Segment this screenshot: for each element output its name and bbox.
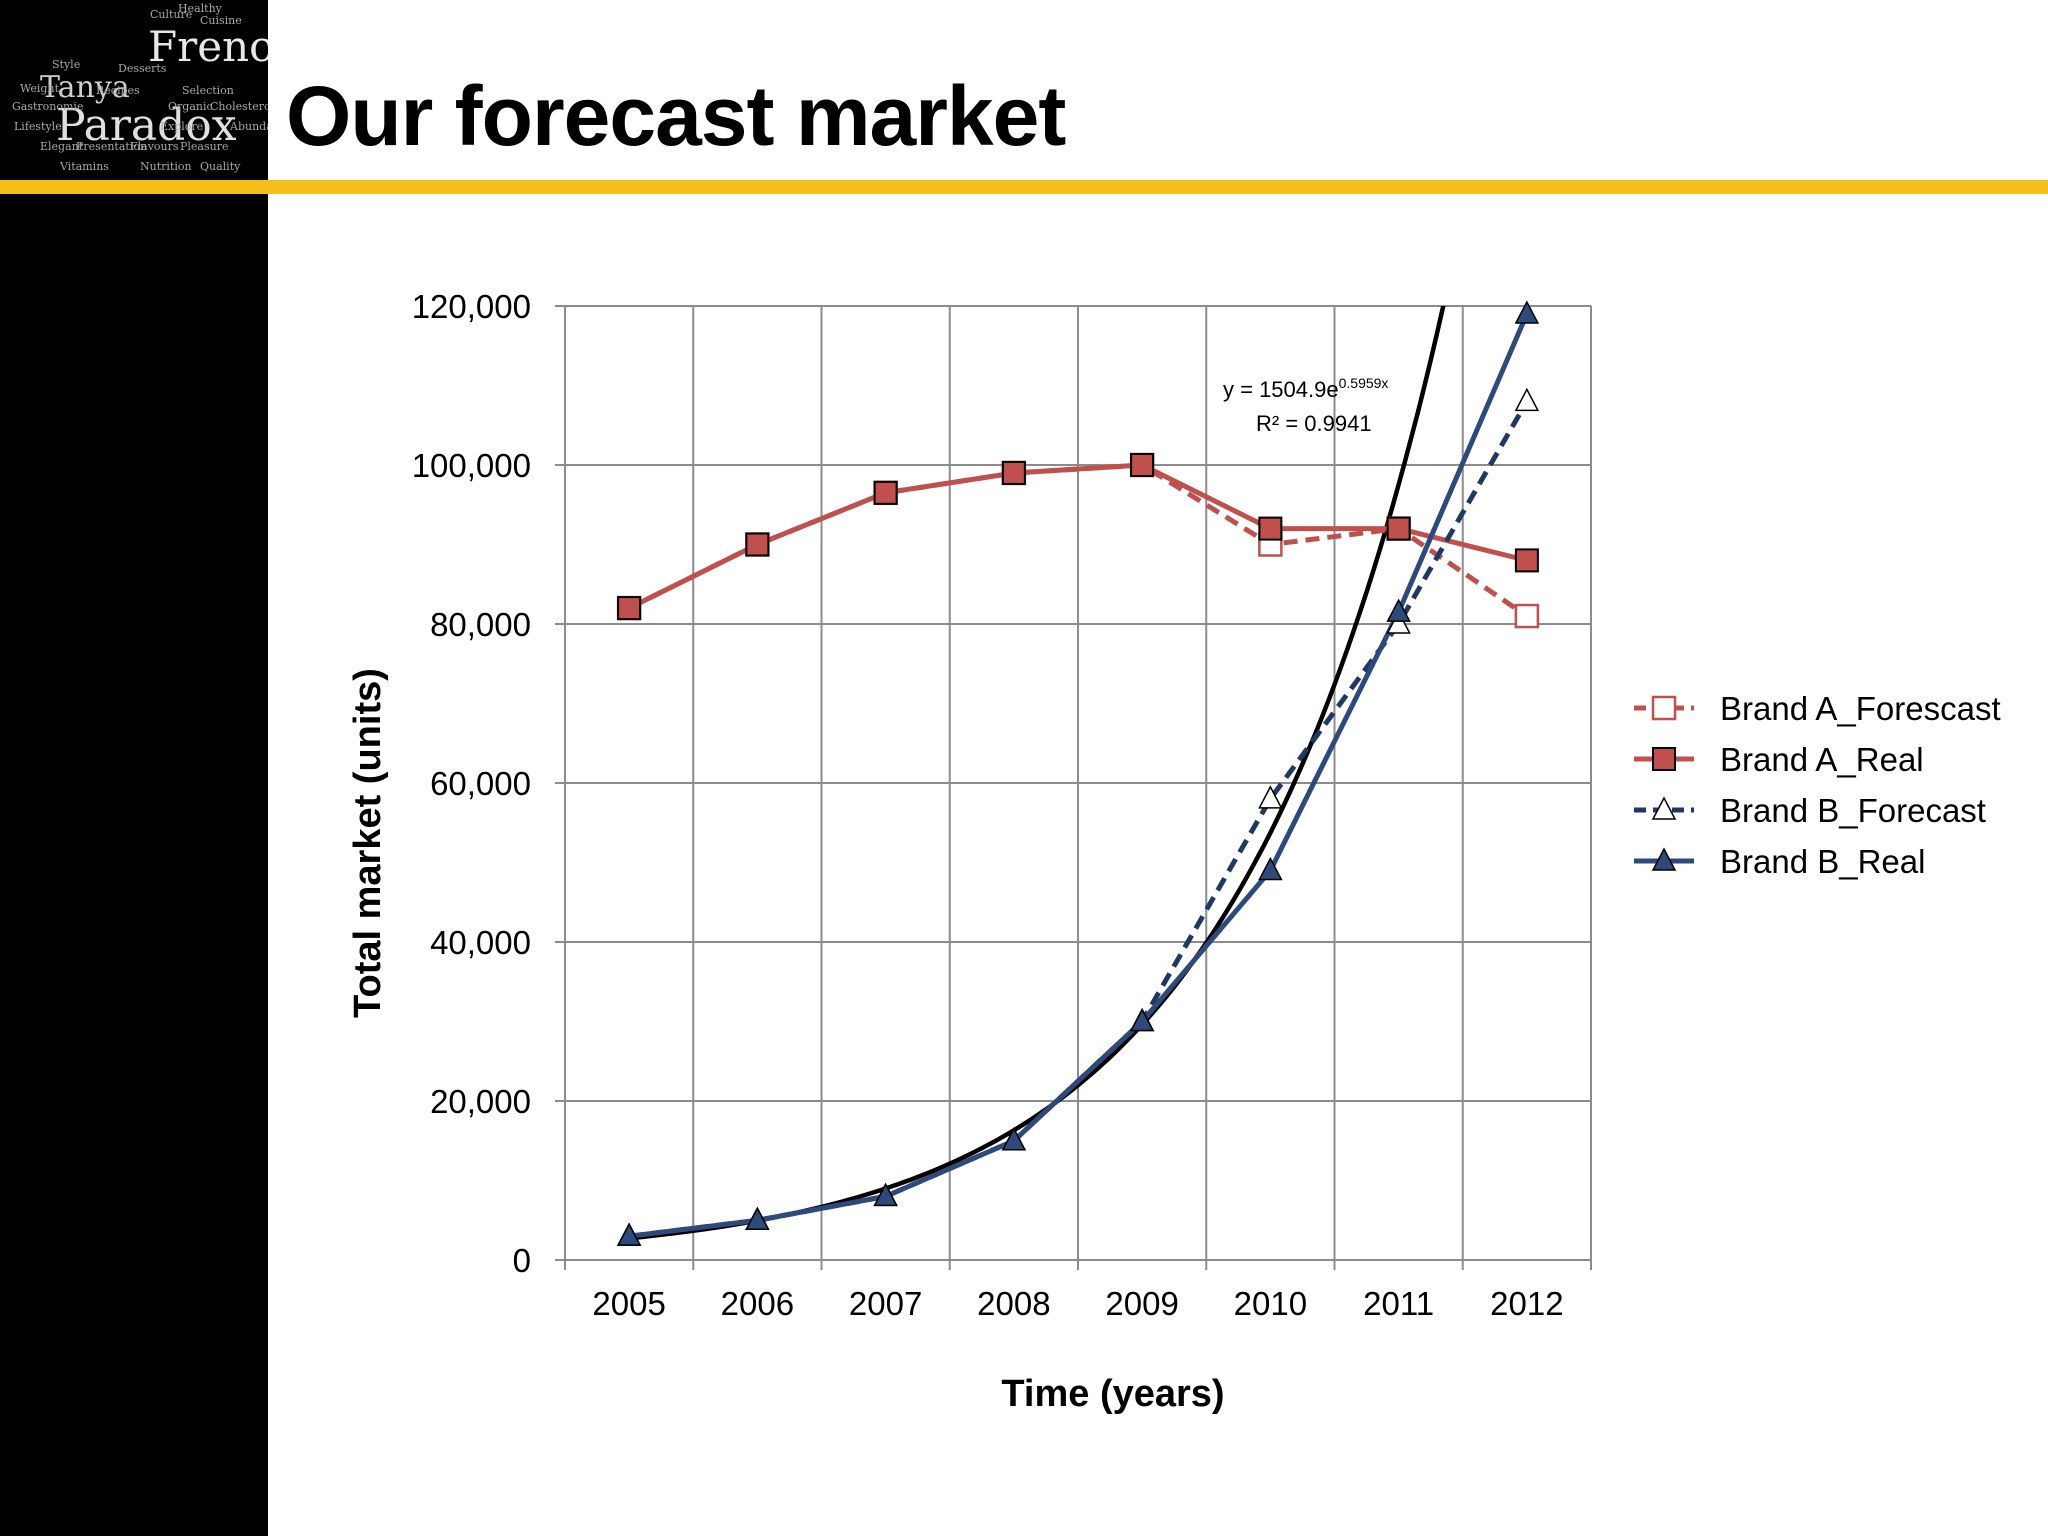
marker-triangle-open: [1258, 785, 1283, 809]
x-tick-label: 2010: [1234, 1285, 1307, 1322]
y-tick-label: 60,000: [430, 765, 531, 802]
legend-item: Brand A_Real: [1634, 741, 1924, 778]
y-tick-label: 80,000: [430, 606, 531, 643]
y-tick-label: 40,000: [430, 924, 531, 961]
logo-small-word: Weight: [20, 82, 59, 95]
series-markers: [617, 453, 1539, 621]
x-tick-label: 2006: [721, 1285, 794, 1322]
trendline-equation-base: y = 1504.9e: [1223, 377, 1339, 402]
trendline-r-squared: R² = 0.9941: [1256, 411, 1372, 436]
marker-square-filled: [617, 596, 642, 621]
x-tick-label: 2009: [1105, 1285, 1178, 1322]
marker-triangle-open: [1514, 387, 1540, 412]
series-line: [627, 462, 1528, 611]
marker-square-filled: [1386, 516, 1411, 541]
marker-triangle-filled: [1001, 1127, 1027, 1151]
logo-small-word: Desserts: [118, 62, 167, 75]
legend-label: Brand A_Real: [1720, 741, 1924, 778]
legend-label: Brand A_Forescast: [1720, 690, 2001, 727]
marker-square-open: [1651, 695, 1677, 721]
logo-small-word: Cholesterol: [210, 100, 268, 113]
marker-square-filled: [1652, 747, 1676, 771]
legend-label: Brand B_Real: [1720, 843, 1925, 880]
logo-small-word: Pleasure: [180, 140, 229, 153]
chart-axes: [555, 305, 1592, 1270]
marker-triangle-open: [1386, 610, 1411, 634]
logo-small-word: Quality: [200, 160, 241, 173]
marker-triangle-filled: [1514, 300, 1540, 324]
x-tick-label: 2011: [1363, 1285, 1434, 1322]
y-tick-label: 20,000: [430, 1083, 531, 1120]
series-brand-b-real: [628, 312, 1530, 1239]
marker-triangle-filled: [1129, 1007, 1155, 1032]
marker-triangle-open: [1651, 796, 1677, 820]
logo-word: Tanya: [40, 70, 130, 105]
marker-triangle-filled: [745, 1206, 770, 1230]
marker-square-filled: [1001, 460, 1026, 485]
logo-small-word: Lifestyle: [14, 120, 62, 133]
marker-square-open: [1514, 603, 1540, 629]
logo-small-word: Selection: [182, 84, 234, 97]
chart-labels: 0 20,000 40,000 60,000 80,000 100,000 120,000 2…: [347, 288, 1564, 1415]
marker-square-filled: [873, 480, 898, 505]
logo-small-word: Flavours: [130, 140, 179, 153]
series-line: [628, 312, 1530, 1239]
logo-small-word: Recipes: [96, 84, 140, 97]
chart: 0 20,000 40,000 60,000 80,000 100,000 120,000 2…: [347, 288, 2001, 1415]
marker-triangle-filled: [1651, 847, 1677, 871]
y-axis-title: Total market (units): [347, 668, 389, 1018]
logo-small-word: Organic: [168, 100, 213, 113]
legend-item: Brand B_Real: [1634, 843, 1925, 880]
logo-small-word: Healthy: [178, 2, 222, 15]
chart-legend: Brand A_Forescast Brand A_Real Brand B_For…: [1634, 690, 2001, 880]
marker-square-filled: [1130, 453, 1155, 477]
trendline-equation: y = 1504.9e0.5959x: [1223, 375, 1388, 402]
legend-item: Brand A_Forescast: [1634, 690, 2001, 727]
logo-small-word: Culture: [150, 8, 193, 21]
logo-small-word: Vitamins: [60, 160, 109, 173]
series-layer: [616, 300, 1540, 1246]
chart-grid: [565, 305, 1592, 1260]
marker-square-filled: [1258, 516, 1283, 541]
logo-small-word: Cuisine: [200, 14, 242, 27]
y-tick-label: 120,000: [412, 288, 531, 325]
logo-small-word: Nutrition: [140, 160, 192, 173]
logo-word: French: [148, 22, 268, 71]
marker-triangle-filled: [1386, 598, 1411, 622]
y-tick-label: 0: [513, 1242, 531, 1279]
x-tick-label: 2012: [1490, 1285, 1563, 1322]
logo-small-word: Gastronomie: [12, 100, 84, 113]
page-title: Our forecast market: [286, 69, 1066, 163]
series-brand-a-real: [627, 462, 1528, 611]
legend-item: Brand B_Forecast: [1634, 792, 1986, 829]
marker-triangle-filled: [1258, 856, 1283, 881]
x-tick-label: 2008: [977, 1285, 1050, 1322]
logo-small-word: Style: [52, 58, 81, 71]
marker-square-filled: [1514, 548, 1539, 573]
x-tick-label: 2007: [849, 1285, 922, 1322]
title-underline-bar: [0, 180, 2048, 194]
x-axis-title: Time (years): [1001, 1373, 1224, 1415]
x-tick-label: 2005: [592, 1285, 665, 1322]
logo-word: Paradox: [56, 100, 237, 151]
logo-small-word: Presentation: [76, 140, 148, 153]
series-markers: [616, 300, 1540, 1246]
legend-label: Brand B_Forecast: [1720, 792, 1986, 829]
logo-small-word: Elegant: [40, 140, 84, 153]
y-tick-label: 100,000: [412, 447, 531, 484]
trendline-equation-exponent: 0.5959x: [1339, 375, 1389, 391]
left-decorative-band: [0, 0, 268, 1536]
marker-triangle-filled: [616, 1222, 642, 1246]
logo-small-word: Abundance: [230, 120, 268, 133]
logo-small-word: Explore: [160, 120, 204, 133]
marker-triangle-filled: [873, 1182, 898, 1207]
marker-square-filled: [745, 532, 770, 557]
